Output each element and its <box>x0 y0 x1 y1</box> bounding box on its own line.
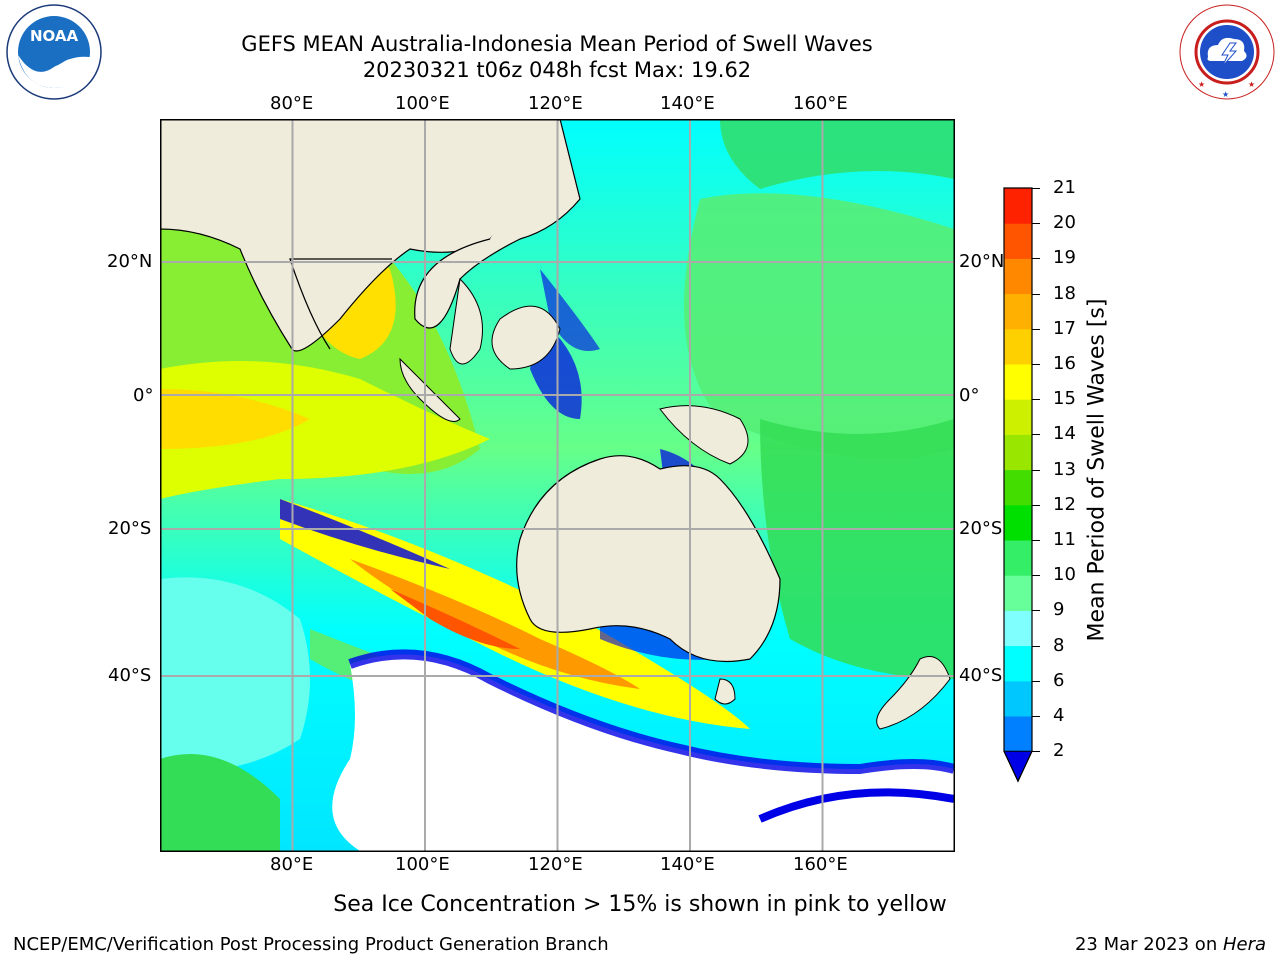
colorbar-tick-label: 20 <box>1053 212 1076 234</box>
colorbar-segment <box>1004 469 1032 506</box>
colorbar-segment <box>1004 258 1032 295</box>
colorbar-under-triangle <box>1003 750 1033 783</box>
new-zealand-land <box>876 656 951 730</box>
colorbar-tick-mark <box>1032 469 1040 471</box>
colorbar-segment <box>1004 364 1032 400</box>
colorbar-tick-label: 16 <box>1053 353 1076 374</box>
swell-period-map <box>160 119 955 852</box>
colorbar-tick-mark <box>1032 575 1040 577</box>
colorbar-segment <box>1004 399 1032 435</box>
map-frame <box>160 119 955 852</box>
colorbar-tick-label: 21 <box>1053 177 1076 198</box>
lon-tick-top: 100°E <box>395 93 450 114</box>
lon-tick-top: 120°E <box>528 93 583 114</box>
colorbar-tick-label: 14 <box>1053 423 1076 445</box>
colorbar-tick-label: 2 <box>1053 740 1065 762</box>
colorbar-outline <box>1003 187 1033 783</box>
tasmania-land <box>714 678 736 705</box>
colorbar-segment <box>1004 575 1032 611</box>
colorbar-tick-mark <box>1032 293 1040 295</box>
lat-tick-left: 20°S <box>108 518 152 539</box>
colorbar-tick-mark <box>1032 645 1040 647</box>
colorbar-tick-label: 8 <box>1053 634 1065 656</box>
svg-text:★: ★ <box>1198 80 1205 89</box>
colorbar-segment <box>1004 223 1032 259</box>
colorbar-tick-mark <box>1032 258 1040 260</box>
colorbar <box>1000 186 1036 786</box>
lat-tick-right: 20°S <box>959 518 1003 539</box>
colorbar-tick-mark <box>1032 504 1040 506</box>
lon-tick-bottom: 120°E <box>528 854 583 875</box>
colorbar-segment <box>1004 680 1032 717</box>
swell-band-orange <box>350 559 640 689</box>
map-gridlines <box>160 119 954 851</box>
colorbar-segment <box>1004 328 1032 365</box>
colorbar-tick-mark <box>1032 680 1040 682</box>
colorbar-tick-label: 18 <box>1053 282 1076 304</box>
lon-tick-top: 160°E <box>793 93 848 114</box>
noaa-logo-text: NOAA <box>30 27 79 45</box>
colorbar-segment <box>1004 645 1032 682</box>
map-panel <box>160 119 955 852</box>
lon-tick-bottom: 80°E <box>270 854 314 875</box>
lon-tick-top: 140°E <box>660 93 715 114</box>
lat-tick-right: 40°S <box>959 665 1003 686</box>
chart-title: GEFS MEAN Australia-Indonesia Mean Perio… <box>241 32 873 56</box>
nws-logo: ★ ★ ★ <box>1178 3 1276 101</box>
colorbar-tick-label: 10 <box>1053 564 1076 586</box>
colorbar-tick-label: 6 <box>1053 669 1065 691</box>
colorbar-tick-mark <box>1032 223 1040 225</box>
colorbar-tick-label: 19 <box>1053 247 1076 269</box>
borneo-land <box>491 305 561 370</box>
colorbar-tick-label: 15 <box>1053 388 1076 410</box>
lat-tick-left: 0° <box>133 385 154 406</box>
lon-tick-bottom: 160°E <box>793 854 848 875</box>
footer-date: 23 Mar 2023 <box>1074 934 1190 955</box>
colorbar-tick-mark <box>1032 188 1040 189</box>
colorbar-tick-mark <box>1032 434 1040 436</box>
footer-timestamp: 23 Mar 2023 on Hera <box>1075 934 1266 955</box>
svg-text:★: ★ <box>1248 80 1255 89</box>
footer-on: on <box>1189 934 1223 955</box>
colorbar-tick-mark <box>1032 540 1040 541</box>
colorbar-tick-label: 9 <box>1053 599 1065 621</box>
colorbar-segment <box>1004 293 1032 330</box>
colorbar-tick-mark <box>1032 610 1040 612</box>
colorbar-tick-mark <box>1032 399 1040 401</box>
pacific-green-area <box>684 193 954 459</box>
svg-text:★: ★ <box>1222 90 1229 99</box>
australia-land <box>516 455 781 663</box>
colorbar-tick-mark <box>1032 716 1040 717</box>
colorbar-segment <box>1004 540 1032 576</box>
colorbar-tick-mark <box>1032 751 1040 753</box>
lon-tick-bottom: 140°E <box>660 854 715 875</box>
colorbar-tick-label: 12 <box>1053 493 1076 515</box>
colorbar-segment <box>1004 434 1032 471</box>
lon-tick-top: 80°E <box>270 93 314 114</box>
footer-credit: NCEP/EMC/Verification Post Processing Pr… <box>13 934 609 955</box>
lat-tick-right: 0° <box>959 385 980 406</box>
lat-tick-right: 20°N <box>959 251 1005 272</box>
colorbar-segment <box>1004 610 1032 647</box>
footer-host: Hera <box>1222 934 1266 955</box>
chart-subtitle: 20230321 t06z 048h fcst Max: 19.62 <box>362 58 752 82</box>
colorbar-segment <box>1004 504 1032 541</box>
colorbar-tick-label: 17 <box>1053 317 1076 339</box>
colorbar-label: Mean Period of Swell Waves [s] <box>1084 298 1110 642</box>
lat-tick-left: 20°N <box>107 251 153 272</box>
sea-ice-note: Sea Ice Concentration > 15% is shown in … <box>333 892 947 917</box>
colorbar-graphic <box>1003 187 1033 783</box>
swell-band-yellow <box>280 499 750 729</box>
colorbar-tick-label: 13 <box>1053 458 1076 480</box>
colorbar-tick-mark <box>1032 328 1040 330</box>
colorbar-tick-mark <box>1032 364 1040 365</box>
lon-tick-bottom: 100°E <box>395 854 450 875</box>
noaa-logo: NOAA <box>5 3 103 101</box>
colorbar-tick-label: 11 <box>1053 529 1076 550</box>
colorbar-segment <box>1004 188 1032 224</box>
colorbar-segment <box>1004 716 1032 752</box>
colorbar-tick-label: 4 <box>1053 705 1065 726</box>
lat-tick-left: 40°S <box>108 665 152 686</box>
